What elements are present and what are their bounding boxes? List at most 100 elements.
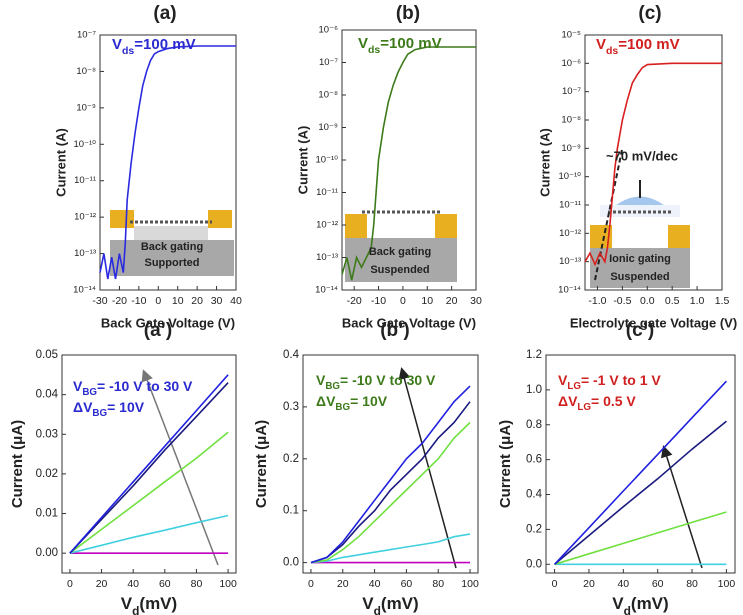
- inset-b: [345, 210, 457, 282]
- x-tick-label: 30: [211, 295, 223, 307]
- x-tick-label: 20: [583, 578, 595, 590]
- y-tick-label: 10⁻¹⁰: [73, 139, 96, 150]
- annotation-part: V: [112, 36, 122, 53]
- x-axis-label-sub: d: [624, 604, 631, 615]
- x-axis-label-part: V: [362, 594, 374, 613]
- y-tick-label: 0.6: [526, 454, 542, 466]
- annotation-sub: BG: [82, 387, 97, 398]
- annotation-sub: ds: [122, 45, 134, 57]
- x-tick-label: 0: [308, 578, 314, 590]
- x-tick-label: 100: [718, 578, 736, 590]
- y-tick-label: 10⁻¹⁴: [315, 285, 338, 296]
- y-tick-label: 0.00: [36, 547, 58, 559]
- y-tick-label: 10⁻¹⁰: [315, 155, 338, 166]
- data-line: [310, 401, 471, 564]
- y-tick-label: 0.4: [526, 489, 543, 501]
- annotation-part: =100 mV: [134, 36, 195, 53]
- data-line: [554, 511, 727, 566]
- x-tick-label: -0.5: [613, 295, 631, 307]
- y-tick-label: 1.0: [526, 384, 542, 396]
- inset-label: Ionic gating: [609, 253, 671, 265]
- data-line: [554, 420, 727, 565]
- y-tick-label: 0.8: [526, 419, 542, 431]
- annotation-part: V: [316, 372, 326, 388]
- annotation-sub: BG: [335, 402, 350, 413]
- annotation: Vds=100 mV: [358, 35, 442, 56]
- annotation: VBG= -10 V to 30 V: [73, 378, 193, 398]
- y-tick-label: 10⁻⁸: [561, 115, 581, 126]
- y-tick-label: 10⁻¹²: [316, 220, 338, 231]
- inset-c: [590, 149, 690, 288]
- y-tick-label: 10⁻¹²: [559, 228, 581, 239]
- x-axis-label: Electrolyte gate Voltage (V): [570, 315, 737, 330]
- y-tick-label: 0.05: [36, 349, 58, 361]
- data-line: [310, 533, 471, 564]
- y-tick-label: 10⁻¹³: [559, 256, 581, 267]
- annotation: Vds=100 mV: [596, 36, 680, 57]
- x-tick-label: -10: [131, 295, 146, 307]
- annotation-sub: BG: [92, 408, 107, 419]
- x-tick-label: 40: [617, 578, 629, 590]
- y-tick-label: 0.0: [283, 557, 299, 569]
- plot-frame: [61, 354, 237, 574]
- y-tick-label: 0.01: [36, 508, 58, 520]
- annotation-part: V: [558, 372, 568, 388]
- y-tick-label: 10⁻⁷: [77, 30, 97, 41]
- x-tick-label: 1.5: [715, 295, 730, 307]
- x-tick-label: 0: [155, 295, 161, 307]
- y-tick-label: 10⁻¹¹: [316, 187, 338, 198]
- annotation-part: V: [358, 35, 368, 52]
- panel-title: (a): [153, 3, 176, 24]
- data-line: [584, 62, 722, 267]
- annotation: ΔVBG= 10V: [73, 399, 145, 419]
- y-axis-label: Current (A): [537, 128, 552, 197]
- panel-title: (b’): [380, 320, 410, 341]
- y-tick-label: 0.2: [283, 453, 299, 465]
- x-tick-label: -20: [112, 295, 127, 307]
- y-tick-label: 10⁻¹¹: [559, 200, 581, 211]
- annotation-part: = 0.5 V: [591, 393, 636, 409]
- x-tick-label: 0.5: [665, 295, 680, 307]
- y-axis-label: Current (A): [295, 126, 310, 195]
- x-axis-label: Vd(mV): [121, 594, 177, 615]
- x-tick-label: 0: [67, 578, 73, 590]
- data-line: [341, 46, 476, 281]
- y-tick-label: 10⁻⁷: [319, 57, 339, 68]
- slope-label: ~70 mV/dec: [606, 148, 678, 163]
- annotation: ΔVBG= 10V: [316, 393, 388, 413]
- x-tick-label: -20: [347, 295, 362, 307]
- y-tick-label: 0.2: [526, 523, 542, 535]
- data-line: [69, 431, 229, 554]
- x-tick-label: 20: [446, 295, 458, 307]
- annotation: VBG= -10 V to 30 V: [316, 372, 436, 392]
- y-tick-label: 10⁻¹³: [316, 252, 338, 263]
- annotation: ΔVLG= 0.5 V: [558, 393, 636, 413]
- inset-label: Suspended: [610, 271, 669, 283]
- annotation-part: = 10V: [350, 393, 388, 409]
- annotation-sub: ds: [606, 45, 618, 57]
- x-tick-label: 10: [421, 295, 433, 307]
- x-tick-label: 10: [172, 295, 184, 307]
- x-tick-label: 40: [127, 578, 139, 590]
- annotation-part: ΔV: [558, 393, 578, 409]
- x-axis-label: Vd(mV): [362, 594, 418, 615]
- y-tick-label: 1.2: [526, 349, 542, 361]
- y-tick-label: 10⁻⁵: [561, 30, 581, 41]
- x-tick-label: 0.0: [640, 295, 655, 307]
- y-tick-label: 10⁻⁹: [318, 122, 338, 133]
- x-axis-label: Vd(mV): [612, 594, 668, 615]
- x-axis-label-part: (mV): [631, 594, 669, 613]
- y-tick-label: 0.1: [283, 505, 299, 517]
- x-axis-label-part: V: [612, 594, 624, 613]
- inset-label: Back gating: [141, 241, 203, 253]
- y-tick-label: 10⁻⁹: [76, 102, 96, 113]
- x-axis-label-part: (mV): [139, 594, 177, 613]
- annotation: VLG= -1 V to 1 V: [558, 372, 661, 392]
- data-line: [69, 514, 229, 554]
- y-tick-label: 10⁻¹⁴: [73, 285, 96, 296]
- panel-title: (c’): [626, 320, 655, 341]
- y-tick-label: 10⁻¹²: [74, 212, 96, 223]
- y-tick-label: 10⁻⁶: [562, 58, 582, 69]
- x-tick-label: 0: [552, 578, 558, 590]
